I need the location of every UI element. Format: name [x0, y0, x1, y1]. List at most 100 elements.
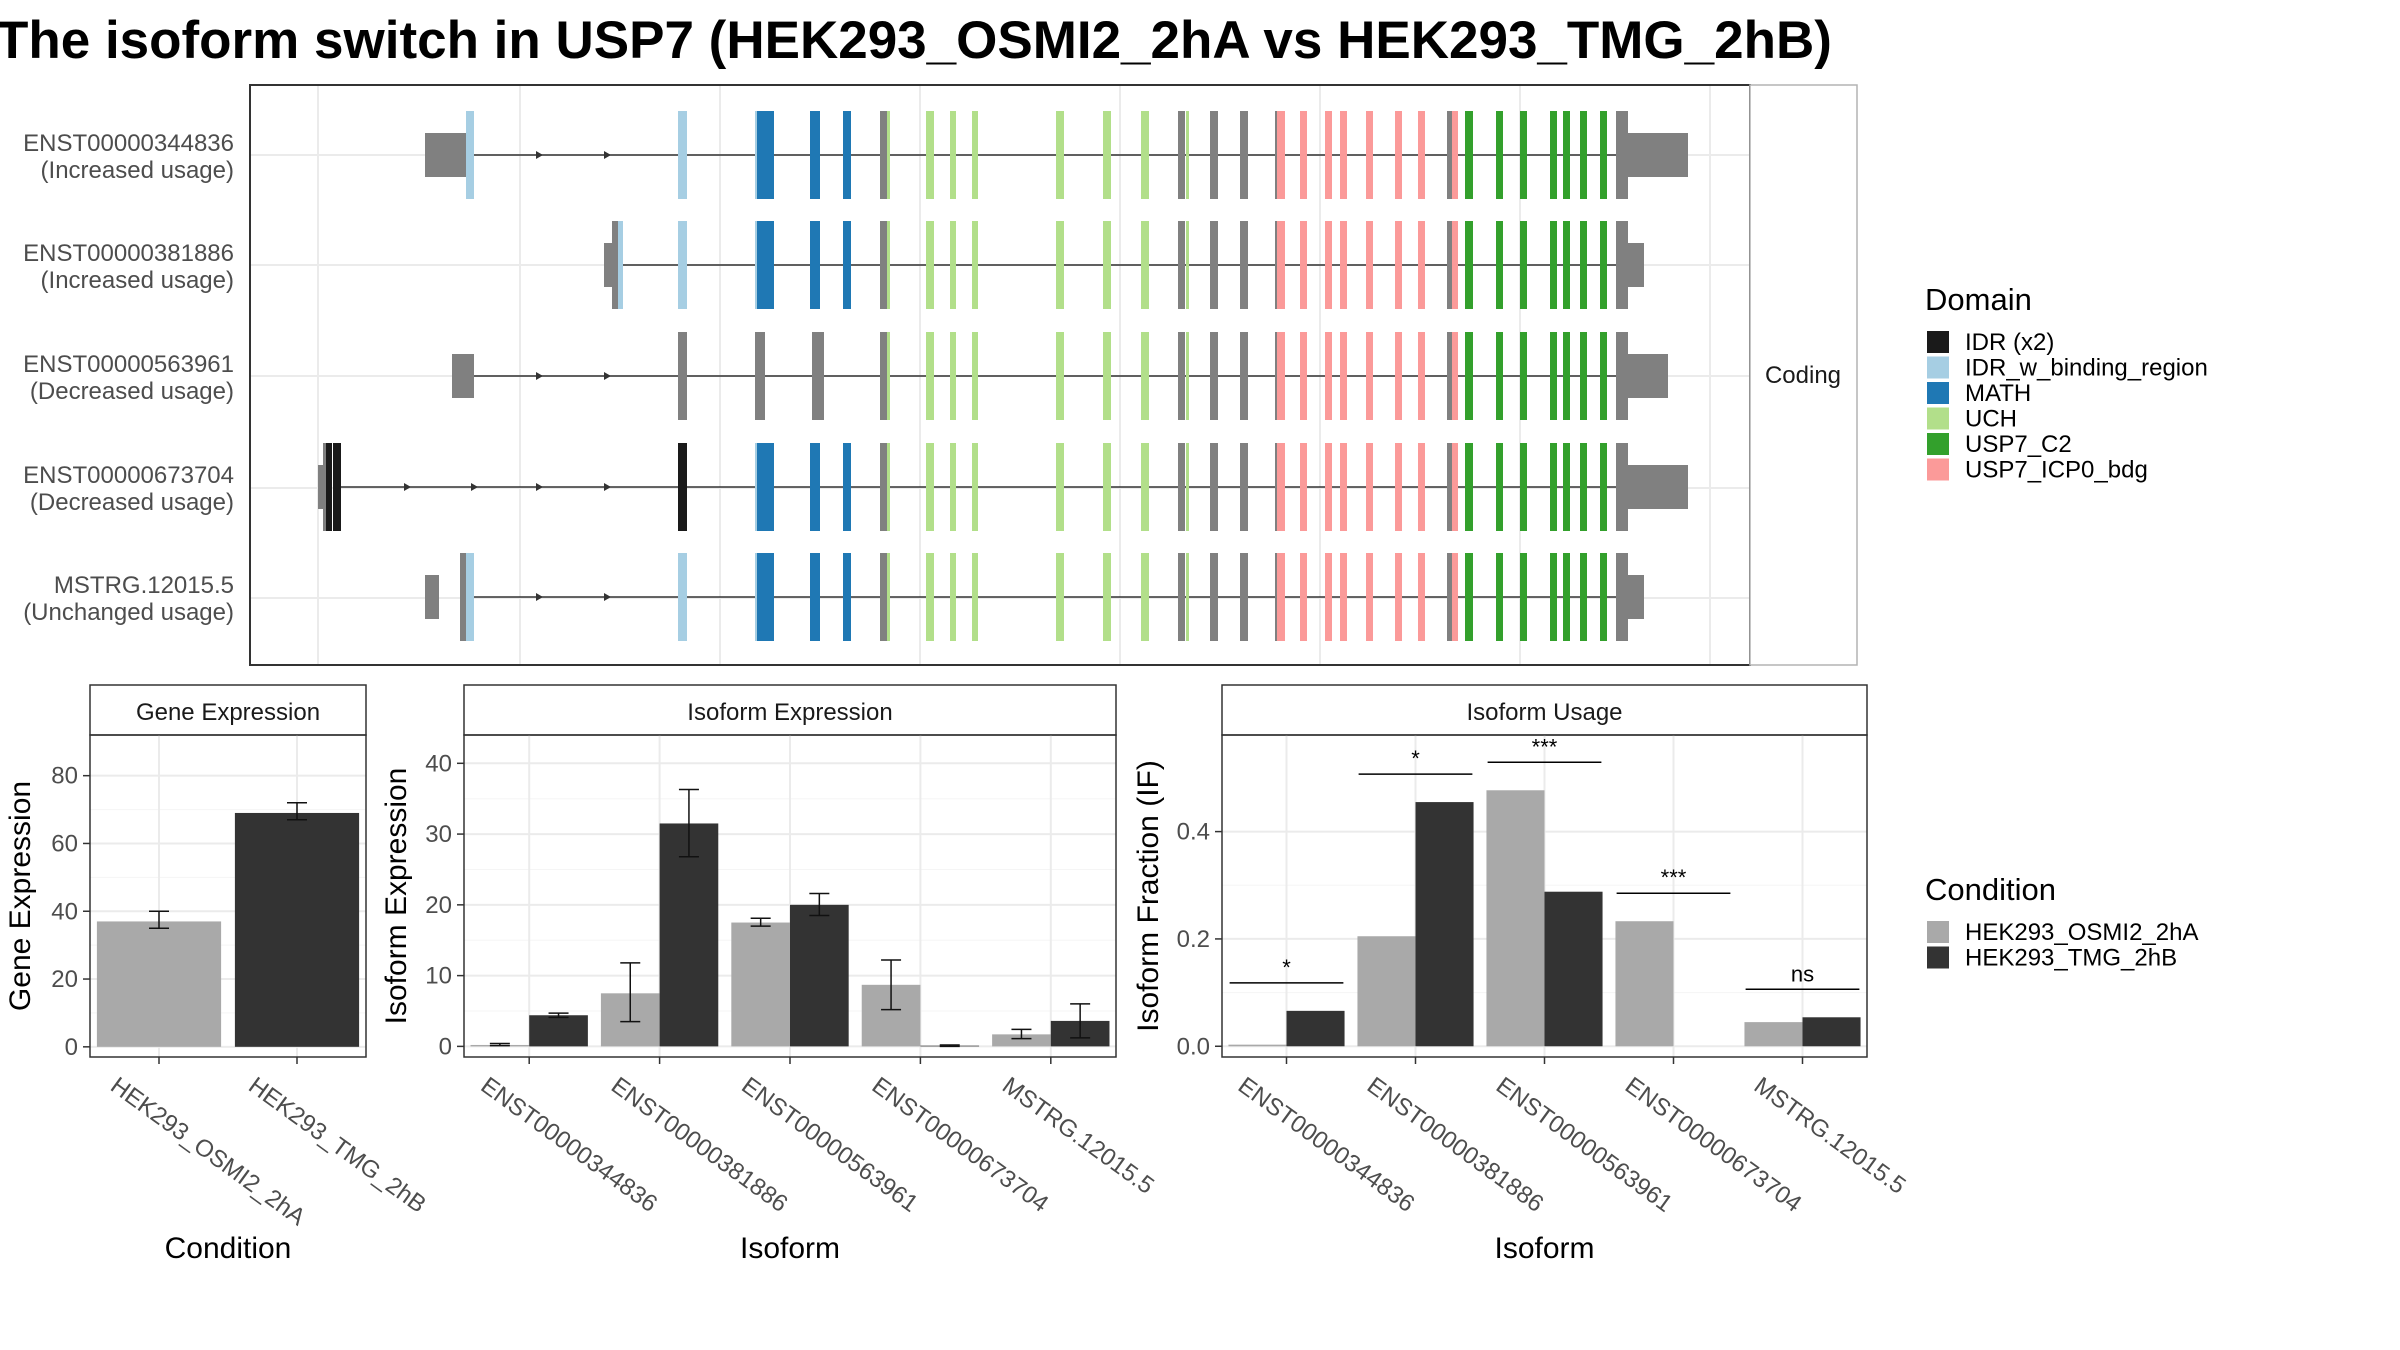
exon-math [810, 443, 820, 531]
exon-uch [887, 111, 890, 199]
exon-none [1616, 332, 1628, 420]
exon-uch [1103, 332, 1111, 420]
coding-strip [1749, 84, 1858, 666]
exon-none [460, 553, 468, 641]
y-axis-title: Gene Expression [4, 781, 37, 1011]
exon-usp7-c2 [1465, 221, 1473, 309]
exon-uch [972, 553, 978, 641]
exon-usp7-icp0-bdg [1418, 443, 1425, 531]
exon-none [612, 221, 620, 309]
condition-legend-title: Condition [1925, 872, 2056, 907]
exon-uch [887, 221, 890, 309]
exon-idr-w-binding-region [678, 111, 687, 199]
exon-idr-x2- [326, 443, 332, 531]
exon-usp7-icp0-bdg [1452, 111, 1458, 199]
bar [790, 904, 849, 1047]
x-axis-title: Isoform [740, 1232, 840, 1265]
exon-usp7-icp0-bdg [1340, 553, 1347, 641]
transcript-4 [318, 443, 1688, 531]
exon-uch [1186, 221, 1189, 309]
utr-exon [1628, 243, 1644, 287]
exon-usp7-icp0-bdg [1366, 111, 1373, 199]
y-tick-label: 0.4 [1177, 819, 1210, 846]
bar [1415, 802, 1474, 1047]
exon-uch [1186, 553, 1189, 641]
exon-none [1447, 111, 1454, 199]
exon-usp7-icp0-bdg [1325, 443, 1332, 531]
exon-usp7-icp0-bdg [1395, 111, 1402, 199]
isoform-usage-label: (Increased usage) [41, 157, 234, 184]
exon-idr-w-binding-region [466, 111, 474, 199]
exon-none [1240, 443, 1248, 531]
exon-none [880, 221, 888, 309]
exon-usp7-icp0-bdg [1340, 332, 1347, 420]
y-tick-label: 80 [51, 763, 78, 790]
exon-usp7-icp0-bdg [1395, 443, 1402, 531]
strand-arrow [536, 593, 543, 601]
exon-uch [926, 332, 934, 420]
domain-legend-label: UCH [1965, 406, 2017, 433]
exon-usp7-c2 [1580, 332, 1587, 420]
exon-usp7-c2 [1550, 111, 1557, 199]
bar [1615, 921, 1674, 1047]
exon-uch [887, 332, 890, 420]
exon-uch [1141, 221, 1149, 309]
exon-usp7-icp0-bdg [1418, 111, 1425, 199]
y-axis-title: Isoform Expression [380, 768, 413, 1025]
exon-uch [1186, 332, 1189, 420]
exon-uch [1186, 443, 1189, 531]
utr-exon [425, 133, 467, 177]
isoform-usage-label: (Increased usage) [41, 267, 234, 294]
exon-usp7-icp0-bdg [1340, 221, 1347, 309]
significance-label: *** [1532, 734, 1558, 759]
exon-math [757, 553, 767, 641]
exon-usp7-c2 [1580, 553, 1587, 641]
domain-legend-label: IDR_w_binding_region [1965, 355, 2208, 382]
utr-exon [425, 575, 439, 619]
significance-label: *** [1661, 865, 1687, 890]
strand-arrow [536, 151, 543, 159]
y-tick-label: 20 [425, 892, 452, 919]
exon-idr-w-binding-region [678, 553, 687, 641]
exon-usp7-icp0-bdg [1325, 553, 1332, 641]
bar [1544, 891, 1603, 1047]
exon-none [818, 332, 824, 420]
exon-none [1447, 332, 1454, 420]
exon-uch [972, 111, 978, 199]
y-tick-label: 20 [51, 966, 78, 993]
exon-usp7-c2 [1550, 443, 1557, 531]
exon-usp7-icp0-bdg [1277, 553, 1285, 641]
exon-usp7-icp0-bdg [1277, 111, 1285, 199]
exon-uch [1056, 111, 1064, 199]
exon-usp7-c2 [1580, 443, 1587, 531]
exon-usp7-c2 [1520, 332, 1527, 420]
bar [1228, 1044, 1287, 1047]
isoform-usage-label: (Unchanged usage) [23, 599, 234, 626]
condition-legend-label: HEK293_OSMI2_2hA [1965, 919, 2198, 946]
exon-uch [887, 443, 890, 531]
exon-none [812, 332, 820, 420]
figure-title: The isoform switch in USP7 (HEK293_OSMI2… [0, 11, 1832, 70]
exon-uch [1103, 553, 1111, 641]
exon-usp7-icp0-bdg [1325, 332, 1332, 420]
exon-usp7-icp0-bdg [1418, 332, 1425, 420]
exon-math [843, 221, 851, 309]
panel-gene-expression: Gene Expression020406080HEK293_OSMI2_2hA… [4, 684, 431, 1265]
strand-arrow [536, 483, 543, 491]
exon-usp7-c2 [1496, 221, 1503, 309]
exon-uch [972, 221, 978, 309]
exon-idr-x2- [678, 443, 687, 531]
strand-arrow [604, 483, 611, 491]
exon-uch [972, 332, 978, 420]
bar [234, 812, 360, 1047]
exon-idr-w-binding-region [466, 553, 474, 641]
strand-arrow [536, 372, 543, 380]
domain-legend-swatch [1927, 433, 1949, 455]
exon-uch [950, 221, 956, 309]
exon-usp7-icp0-bdg [1366, 332, 1373, 420]
significance-label: * [1282, 955, 1291, 980]
exon-none [1210, 553, 1218, 641]
exon-math [843, 111, 851, 199]
panel-isoform-usage: Isoform Usage** ******ns0.00.20.4ENST0000… [1132, 684, 1911, 1265]
